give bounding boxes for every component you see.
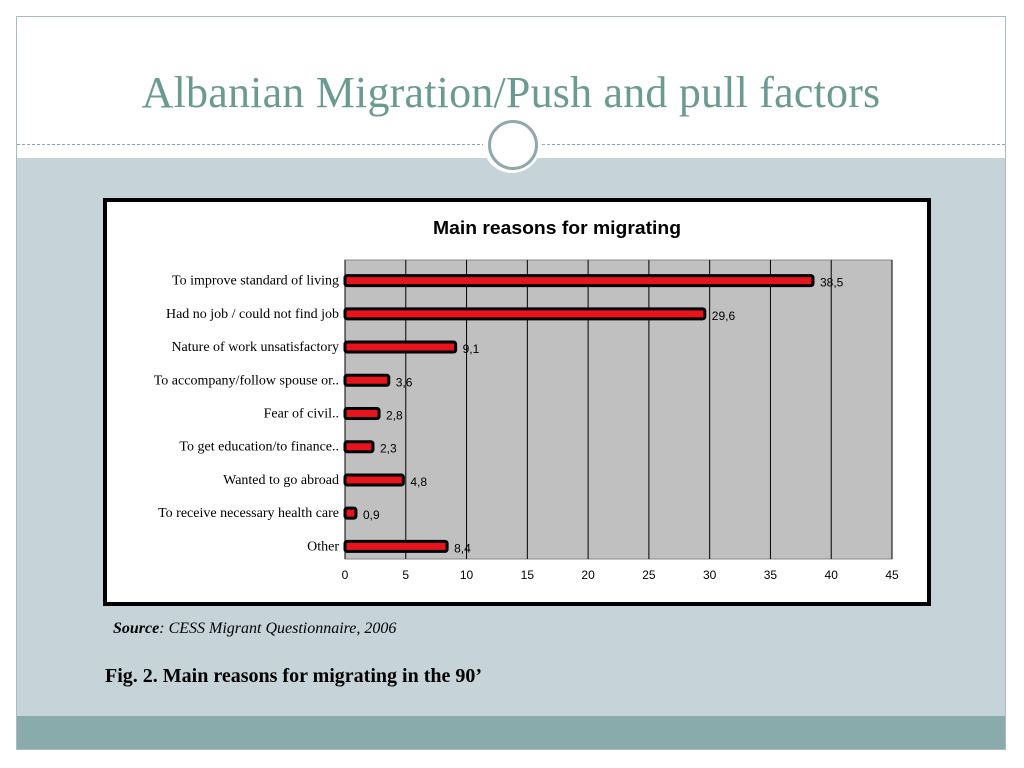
- x-tick-label: 40: [825, 568, 839, 582]
- data-label: 29,6: [712, 309, 736, 323]
- data-label: 2,8: [386, 409, 403, 423]
- data-label: 0,9: [363, 508, 380, 522]
- slide-frame: Albanian Migration/Push and pull factors…: [16, 16, 1006, 750]
- x-tick-label: 15: [521, 568, 535, 582]
- bar: [343, 407, 381, 420]
- chart-container: Main reasons for migrating 0 5 10 15 20 25 30 35…: [103, 198, 931, 606]
- bar: [343, 307, 707, 321]
- footer-band: [17, 716, 1005, 749]
- data-label: 4,8: [410, 475, 427, 489]
- data-label: 2,3: [380, 442, 397, 456]
- plot-area: [344, 259, 893, 560]
- category-label: Had no job / could not find job: [166, 307, 339, 322]
- category-label: To improve standard of living: [172, 274, 339, 289]
- bar-chart: Main reasons for migrating 0 5 10 15 20 25 30 35…: [154, 218, 899, 582]
- data-label: 9,1: [463, 342, 480, 356]
- bar: [343, 539, 449, 553]
- x-tick-label: 25: [642, 568, 656, 582]
- category-label: To get education/to finance..: [179, 440, 339, 455]
- source-text: : CESS Migrant Questionnaire, 2006: [159, 620, 397, 637]
- x-tick-label: 35: [764, 568, 778, 582]
- source-label: Source: [113, 620, 160, 637]
- data-label: 38,5: [820, 276, 844, 290]
- x-tick-label: 45: [885, 568, 899, 582]
- bar: [343, 274, 815, 288]
- x-tick-label: 10: [460, 568, 474, 582]
- category-label: To receive necessary health care: [158, 506, 339, 521]
- bar: [343, 440, 375, 454]
- category-label: Fear of civil..: [264, 407, 339, 422]
- divider-ring-icon: [488, 120, 538, 170]
- figure-caption: Fig. 2. Main reasons for migrating in th…: [105, 665, 483, 687]
- data-label: 3,6: [396, 375, 413, 389]
- bar: [343, 473, 405, 487]
- category-label: Nature of work unsatisfactory: [171, 340, 339, 355]
- x-tick-label: 0: [342, 568, 349, 582]
- category-label: Other: [307, 539, 339, 554]
- bar: [343, 373, 391, 387]
- chart-title: Main reasons for migrating: [433, 218, 681, 238]
- slide-header: Albanian Migration/Push and pull factors: [17, 17, 1005, 173]
- x-tick-label: 5: [402, 568, 409, 582]
- x-tick-label: 20: [581, 568, 595, 582]
- category-label: To accompany/follow spouse or..: [154, 373, 339, 388]
- x-tick-label: 30: [703, 568, 717, 582]
- slide-title: Albanian Migration/Push and pull factors: [141, 68, 881, 117]
- bar: [343, 506, 358, 520]
- data-label: 8,4: [454, 541, 471, 555]
- category-label: Wanted to go abroad: [223, 473, 339, 488]
- source-note: Source: CESS Migrant Questionnaire, 2006: [113, 620, 396, 638]
- bar: [343, 340, 458, 354]
